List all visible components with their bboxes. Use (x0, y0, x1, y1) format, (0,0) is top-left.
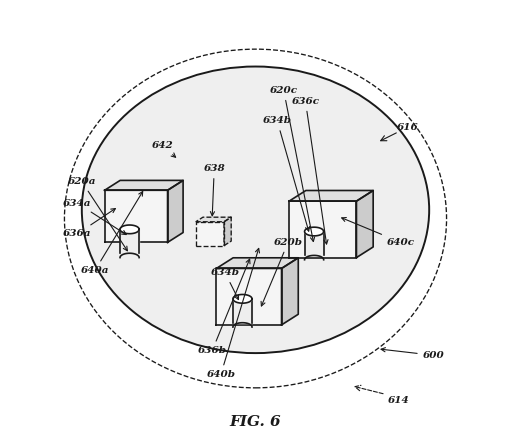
Text: 616: 616 (397, 123, 419, 132)
Text: 642: 642 (151, 141, 176, 157)
Polygon shape (105, 190, 168, 243)
Text: 614: 614 (388, 396, 410, 406)
Polygon shape (217, 258, 298, 268)
Polygon shape (196, 217, 231, 222)
Text: 640b: 640b (206, 248, 260, 379)
Polygon shape (105, 180, 183, 190)
Text: FIG. 6: FIG. 6 (229, 415, 282, 429)
Polygon shape (282, 258, 298, 325)
Polygon shape (233, 295, 252, 303)
Text: 636c: 636c (291, 97, 328, 244)
Polygon shape (233, 299, 252, 323)
Polygon shape (289, 191, 373, 201)
Polygon shape (357, 191, 373, 257)
Text: 620b: 620b (261, 238, 303, 306)
Text: 634b: 634b (263, 116, 310, 231)
Text: 638: 638 (203, 164, 225, 216)
Ellipse shape (82, 66, 429, 353)
Text: 636a: 636a (63, 208, 115, 238)
Polygon shape (120, 229, 139, 253)
Text: 600: 600 (381, 348, 445, 360)
Polygon shape (305, 227, 323, 236)
Polygon shape (217, 268, 282, 325)
Text: 634a: 634a (63, 199, 126, 235)
Polygon shape (289, 201, 357, 257)
Polygon shape (168, 180, 183, 243)
Text: 620c: 620c (270, 86, 315, 242)
Polygon shape (120, 225, 139, 234)
Polygon shape (196, 222, 224, 246)
Text: 620a: 620a (67, 177, 127, 251)
Text: 640c: 640c (342, 218, 415, 247)
Text: 636b: 636b (198, 259, 250, 355)
Text: 634b: 634b (211, 268, 240, 300)
Polygon shape (224, 217, 231, 246)
Polygon shape (305, 232, 323, 255)
Text: 640a: 640a (81, 191, 143, 275)
